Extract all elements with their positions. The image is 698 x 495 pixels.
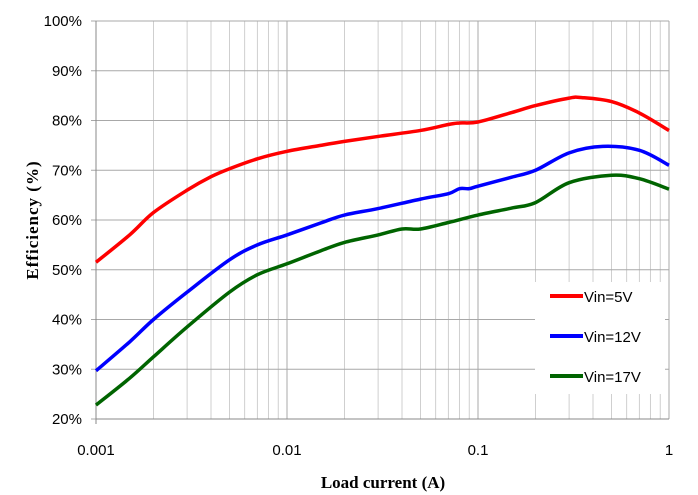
x-tick-label: 0.01 <box>272 442 301 459</box>
legend-label: Vin=12V <box>584 329 641 346</box>
y-tick-label: 70% <box>52 162 82 179</box>
y-tick-label: 20% <box>52 411 82 428</box>
y-tick-label: 30% <box>52 361 82 378</box>
y-tick-label: 90% <box>52 63 82 80</box>
y-tick-label: 100% <box>44 13 82 30</box>
y-tick-labels: 20% 30% 40% 50% 60% 70% 80% 90% 100% <box>44 13 82 428</box>
x-axis-title: Load current (A) <box>321 473 445 492</box>
x-tick-label: 0.001 <box>77 442 115 459</box>
series-line-vin-12v <box>94 144 670 373</box>
x-tick-labels: 0.001 0.01 0.1 1 <box>77 442 673 459</box>
legend-label: Vin=5V <box>584 289 633 306</box>
y-tick-label: 50% <box>52 262 82 279</box>
series-lines <box>94 95 670 407</box>
legend: Vin=5V Vin=12V Vin=17V <box>535 282 665 394</box>
legend-label: Vin=17V <box>584 369 641 386</box>
x-tick-label: 1 <box>665 442 673 459</box>
series-line-vin-5v <box>94 95 670 264</box>
x-tick-label: 0.1 <box>468 442 489 459</box>
y-tick-label: 40% <box>52 312 82 329</box>
y-axis-title: Efficiency (%) <box>23 160 42 279</box>
y-tick-label: 60% <box>52 212 82 229</box>
series-line-vin-17v <box>94 173 670 407</box>
y-tick-label: 80% <box>52 113 82 130</box>
